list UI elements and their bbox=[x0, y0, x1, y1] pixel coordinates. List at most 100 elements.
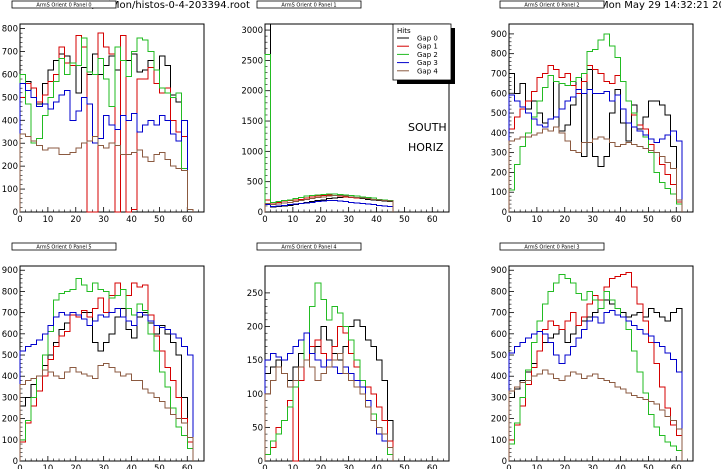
legend-entry: Gap 1 bbox=[417, 43, 438, 51]
x-tick-label: 10 bbox=[287, 215, 298, 225]
y-tick-label: 400 bbox=[2, 372, 18, 382]
y-tick-label: 500 bbox=[2, 93, 18, 103]
series-line-gap-4 bbox=[264, 352, 394, 461]
x-tick-label: 50 bbox=[154, 215, 165, 225]
x-tick-label: 10 bbox=[531, 215, 542, 225]
pad-title-box bbox=[256, 242, 362, 251]
series-line-gap-0 bbox=[19, 53, 194, 212]
y-tick-label: 0 bbox=[13, 208, 18, 218]
series-line-gap-4 bbox=[19, 363, 194, 461]
y-tick-label: 100 bbox=[247, 390, 263, 400]
y-tick-label: 3000 bbox=[241, 26, 263, 36]
y-tick-label: 2000 bbox=[241, 87, 263, 97]
x-tick-label: 40 bbox=[615, 215, 626, 225]
x-tick-label: 40 bbox=[615, 464, 626, 469]
y-tick-label: 800 bbox=[491, 50, 507, 60]
x-tick-label: 40 bbox=[126, 464, 137, 469]
x-tick-label: 60 bbox=[427, 215, 438, 225]
series-line-gap-3 bbox=[264, 199, 394, 212]
x-tick-label: 50 bbox=[399, 464, 410, 469]
x-tick-label: 20 bbox=[559, 464, 570, 469]
y-tick-label: 800 bbox=[2, 287, 18, 297]
y-tick-label: 200 bbox=[247, 323, 263, 333]
legend-entry: Gap 3 bbox=[417, 59, 438, 67]
series-line-gap-3 bbox=[508, 88, 683, 212]
y-tick-label: 400 bbox=[491, 129, 507, 139]
pad-title: ArmS Orient 0 Panel 5 bbox=[36, 245, 91, 251]
y-tick-label: 1500 bbox=[241, 117, 263, 127]
x-tick-label: 10 bbox=[42, 464, 53, 469]
y-tick-label: 500 bbox=[247, 178, 263, 188]
y-tick-label: 0 bbox=[258, 208, 263, 218]
series-line-gap-1 bbox=[19, 282, 194, 461]
y-tick-label: 400 bbox=[491, 372, 507, 382]
y-tick-label: 300 bbox=[491, 149, 507, 159]
x-tick-label: 40 bbox=[126, 215, 137, 225]
y-tick-label: 800 bbox=[2, 25, 18, 35]
x-tick-label: 60 bbox=[182, 215, 193, 225]
annotation-south: SOUTH bbox=[408, 121, 447, 134]
y-tick-label: 300 bbox=[2, 393, 18, 403]
x-tick-label: 0 bbox=[17, 464, 22, 469]
series-line-gap-2 bbox=[508, 33, 683, 212]
y-tick-label: 700 bbox=[2, 309, 18, 319]
pad-title-box bbox=[11, 0, 117, 9]
legend-entry: Gap 2 bbox=[417, 51, 438, 59]
y-tick-label: 400 bbox=[2, 116, 18, 126]
x-tick-label: 60 bbox=[671, 215, 682, 225]
x-tick-label: 50 bbox=[154, 464, 165, 469]
x-tick-label: 30 bbox=[343, 464, 354, 469]
series-line-gap-0 bbox=[508, 299, 683, 461]
y-tick-label: 500 bbox=[491, 351, 507, 361]
y-tick-label: 0 bbox=[502, 208, 507, 218]
series-line-gap-3 bbox=[508, 310, 683, 461]
y-tick-label: 600 bbox=[2, 70, 18, 80]
y-tick-label: 900 bbox=[491, 266, 507, 276]
x-tick-label: 40 bbox=[371, 464, 382, 469]
y-tick-label: 100 bbox=[2, 185, 18, 195]
y-tick-label: 900 bbox=[491, 30, 507, 40]
pad-title-box bbox=[499, 0, 605, 9]
series-line-gap-2 bbox=[264, 53, 394, 212]
x-tick-label: 0 bbox=[17, 215, 22, 225]
y-tick-label: 800 bbox=[491, 287, 507, 297]
y-tick-label: 1000 bbox=[241, 147, 263, 157]
y-tick-label: 600 bbox=[491, 330, 507, 340]
x-tick-label: 30 bbox=[587, 215, 598, 225]
x-tick-label: 10 bbox=[531, 464, 542, 469]
y-tick-label: 150 bbox=[247, 356, 263, 366]
y-tick-label: 700 bbox=[491, 309, 507, 319]
histogram-pad-5: ArmS Orient 0 Panel 30100200300400500600… bbox=[491, 242, 694, 469]
y-tick-label: 200 bbox=[491, 168, 507, 178]
series-line-gap-2 bbox=[19, 37, 194, 212]
x-tick-label: 60 bbox=[182, 464, 193, 469]
y-tick-label: 900 bbox=[2, 266, 18, 276]
pad-title-box bbox=[256, 0, 362, 9]
y-tick-label: 700 bbox=[491, 69, 507, 79]
y-tick-label: 2500 bbox=[241, 56, 263, 66]
series-line-gap-1 bbox=[19, 32, 194, 213]
x-tick-label: 30 bbox=[98, 215, 109, 225]
x-tick-label: 0 bbox=[262, 464, 267, 469]
pad-title-box bbox=[499, 242, 605, 251]
y-tick-label: 100 bbox=[491, 436, 507, 446]
y-tick-label: 200 bbox=[491, 415, 507, 425]
pad-title: ArmS Orient 0 Panel 2 bbox=[524, 3, 579, 9]
x-tick-label: 60 bbox=[427, 464, 438, 469]
y-tick-label: 200 bbox=[2, 162, 18, 172]
series-line-gap-2 bbox=[19, 278, 194, 461]
y-tick-label: 700 bbox=[2, 48, 18, 58]
legend-entry: Gap 0 bbox=[417, 35, 438, 43]
x-tick-label: 60 bbox=[671, 464, 682, 469]
annotation-horiz: HORIZ bbox=[408, 141, 444, 154]
legend-title: Hits bbox=[397, 27, 411, 35]
x-tick-label: 20 bbox=[559, 215, 570, 225]
x-tick-label: 30 bbox=[587, 464, 598, 469]
x-tick-label: 0 bbox=[506, 215, 511, 225]
x-tick-label: 50 bbox=[643, 464, 654, 469]
series-line-gap-2 bbox=[264, 282, 394, 461]
pad-title: ArmS Orient 0 Panel 3 bbox=[524, 245, 579, 251]
series-line-gap-1 bbox=[508, 65, 683, 212]
